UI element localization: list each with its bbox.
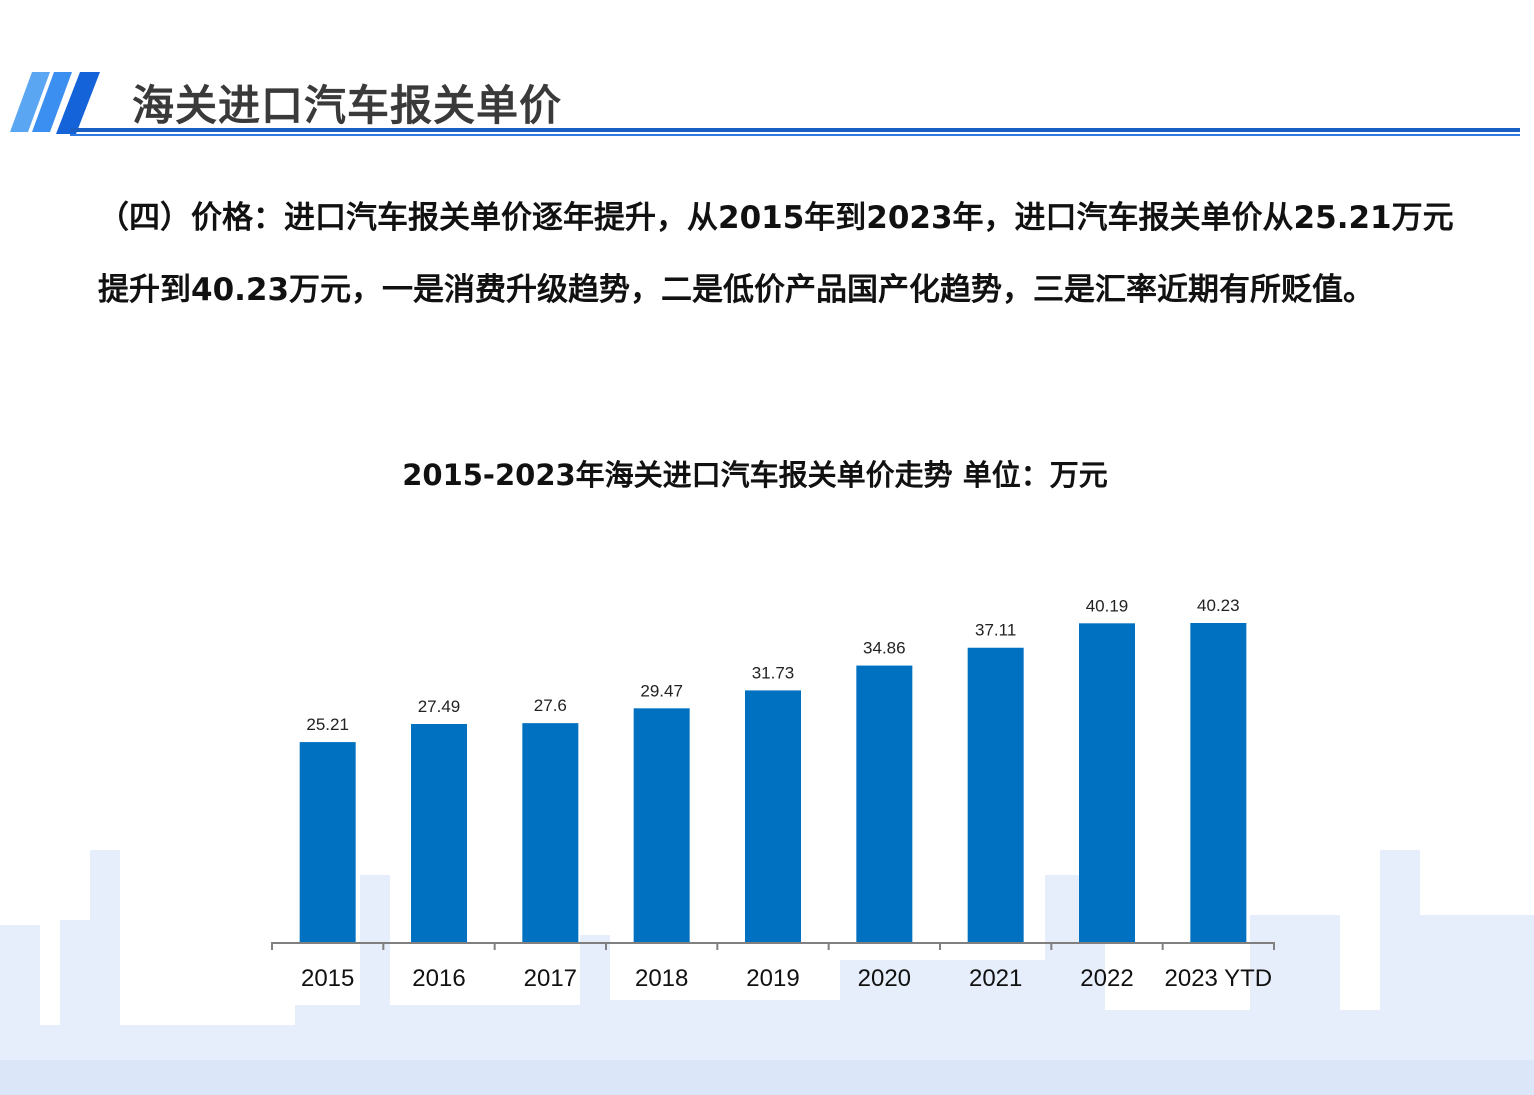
chart-title: 2015-2023年海关进口汽车报关单价走势 单位：万元: [402, 458, 1108, 492]
x-tick-label: 2019: [746, 965, 799, 992]
data-label: 40.19: [1086, 596, 1129, 615]
data-label: 29.47: [640, 681, 683, 700]
header-stripes-icon: [10, 72, 100, 134]
data-label: 25.21: [306, 715, 349, 734]
data-label: 27.49: [418, 697, 461, 716]
data-label: 34.86: [863, 639, 906, 658]
title-divider-thin: [70, 134, 1520, 136]
bar: [967, 647, 1024, 942]
bar: [411, 724, 467, 942]
data-label: 37.11: [975, 621, 1016, 640]
bar: [522, 723, 579, 942]
x-tick-label: 2022: [1080, 965, 1133, 992]
x-tick-label: 2016: [412, 965, 465, 992]
bar: [745, 690, 801, 942]
page-title: 海关进口汽车报关单价: [132, 81, 563, 130]
x-tick-label: 2021: [969, 965, 1022, 992]
bar: [633, 708, 690, 942]
x-tick-label: 2018: [635, 965, 688, 992]
bar: [856, 665, 913, 942]
x-tick-label: 2017: [524, 965, 577, 992]
title-divider: [70, 128, 1520, 132]
data-label: 40.23: [1197, 596, 1240, 615]
x-tick-label: 2015: [301, 965, 354, 992]
intro-paragraph: （四）价格：进口汽车报关单价逐年提升，从2015年到2023年，进口汽车报关单价…: [98, 200, 1454, 308]
bar: [299, 742, 356, 942]
x-tick-label: 2020: [858, 965, 911, 992]
x-tick-label: 2023 YTD: [1165, 965, 1273, 992]
bar: [1079, 623, 1135, 942]
data-label: 31.73: [752, 663, 795, 682]
bar: [1190, 623, 1247, 942]
data-label: 27.6: [534, 696, 567, 715]
